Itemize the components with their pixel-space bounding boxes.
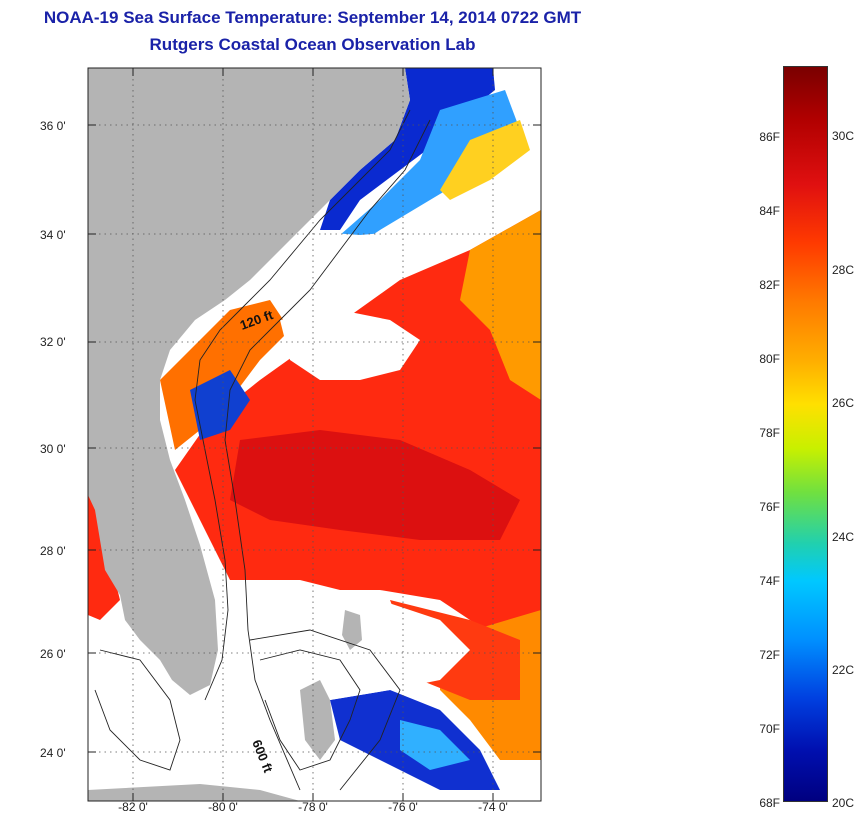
- cloud-bahamas: [210, 580, 470, 790]
- land-cuba: [88, 784, 300, 801]
- colorbar-label-26c: 26C: [832, 396, 855, 410]
- isobath-bahamas-outer: [249, 629, 401, 791]
- colorbar-label-82f: 82F: [759, 278, 780, 292]
- colorbar-label-78f: 78F: [759, 426, 780, 440]
- lat-label-24: 24 0': [40, 746, 66, 760]
- colorbar-label-72f: 72F: [759, 648, 780, 662]
- isobath-keys: [94, 649, 181, 771]
- map-subtitle: Rutgers Coastal Ocean Observation Lab: [149, 35, 476, 54]
- isobath-bahamas: [259, 649, 361, 771]
- lon-label-76: -76 0': [388, 800, 418, 814]
- colorbar-label-70f: 70F: [759, 722, 780, 736]
- sst-cyan-south: [400, 720, 470, 770]
- map-frame: [87, 67, 542, 802]
- map-ticks: [88, 68, 541, 801]
- land-us-east-coast: [88, 68, 410, 695]
- colorbar-label-86f: 86F: [759, 130, 780, 144]
- land-abaco: [342, 610, 362, 650]
- graticule: [88, 68, 541, 801]
- colorbar-label-30c: 30C: [832, 129, 855, 143]
- colorbar-label-84f: 84F: [759, 204, 780, 218]
- lon-label-74: -74 0': [478, 800, 508, 814]
- cloud-offshore-ga: [280, 310, 420, 380]
- sst-hot-core: [230, 430, 520, 540]
- lon-label-82: -82 0': [118, 800, 148, 814]
- isobath-120ft: [194, 109, 411, 701]
- lat-label-32: 32 0': [40, 335, 66, 349]
- cloud-cover: [88, 180, 541, 790]
- colorbar-label-80f: 80F: [759, 352, 780, 366]
- cloud-keys: [88, 640, 200, 790]
- lat-label-34: 34 0': [40, 228, 66, 242]
- colorbar-label-20c: 20C: [832, 796, 855, 810]
- sst-yellow-north: [440, 120, 530, 200]
- temperature-colorbar: [783, 66, 828, 802]
- colorbar-label-76f: 76F: [759, 500, 780, 514]
- lat-label-26: 26 0': [40, 647, 66, 661]
- lat-label-28: 28 0': [40, 544, 66, 558]
- land-andros-island: [300, 680, 335, 760]
- sst-orange-east: [460, 210, 541, 400]
- lat-label-36: 36 0': [40, 119, 66, 133]
- lon-label-80: -80 0': [208, 800, 238, 814]
- colorbar-label-24c: 24C: [832, 530, 855, 544]
- cloud-north: [290, 180, 541, 290]
- sst-coastal-ga-blue: [190, 370, 250, 440]
- lat-label-30: 30 0': [40, 442, 66, 456]
- lon-label-78: -78 0': [298, 800, 328, 814]
- map-title: NOAA-19 Sea Surface Temperature: Septemb…: [43, 8, 582, 27]
- colorbar-label-22c: 22C: [832, 663, 855, 677]
- land: [88, 68, 410, 801]
- isobath-600ft: [224, 119, 431, 791]
- isobath-contours: [94, 109, 431, 791]
- colorbar-label-68f: 68F: [759, 796, 780, 810]
- colorbar-label-28c: 28C: [832, 263, 855, 277]
- sst-cyan-north: [340, 90, 520, 250]
- colorbar-label-74f: 74F: [759, 574, 780, 588]
